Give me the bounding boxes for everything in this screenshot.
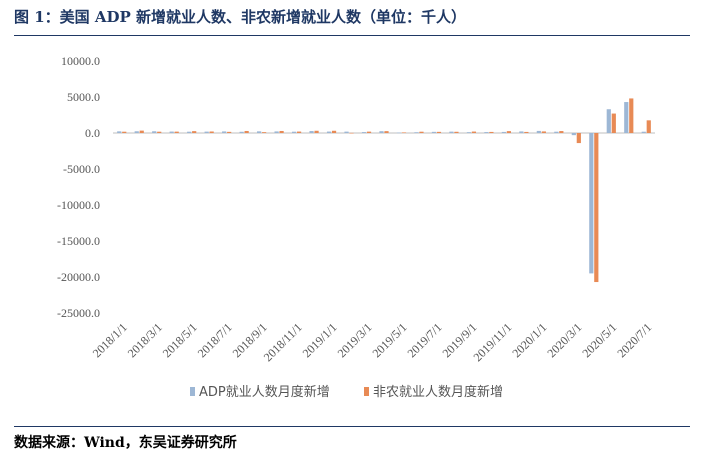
x-tick-label: 2020/5/1 (579, 320, 619, 360)
bar-nonfarm-2019-11-1 (506, 131, 511, 133)
bar-nonfarm-2019-5-1 (401, 132, 407, 134)
bar-nonfarm-2018-7-1 (227, 131, 232, 133)
figure-title: 图 1：美国 ADP 新增就业人数、非农新增就业人数（单位：千人） (14, 8, 467, 26)
bar-adp-2019-2-1 (344, 131, 349, 133)
bar-nonfarm-2020-4-1 (594, 133, 599, 283)
x-tick-label: 2019/11/1 (471, 320, 515, 364)
bar-adp-2019-5-1 (396, 132, 402, 134)
bar-adp-2018-1-1 (117, 131, 122, 133)
bar-adp-2020-7-1 (641, 131, 646, 133)
bar-nonfarm-2019-4-1 (384, 131, 389, 133)
y-tick-label: -20000.0 (57, 270, 100, 284)
x-tick-label: 2018/5/1 (160, 320, 200, 360)
title-rule (14, 35, 690, 36)
x-tick-label: 2018/11/1 (261, 320, 305, 364)
bar-nonfarm-2019-12-1 (524, 131, 529, 133)
bar-adp-2019-1-1 (326, 131, 332, 133)
bar-nonfarm-2019-6-1 (419, 131, 424, 133)
bar-nonfarm-2018-6-1 (209, 131, 214, 133)
x-tick-label: 2018/1/1 (90, 320, 130, 360)
y-tick-label: -5000.0 (63, 162, 100, 176)
bar-nonfarm-2019-3-1 (366, 131, 372, 133)
x-tick-label: 2020/3/1 (544, 320, 584, 360)
bar-chart: 10000.0 5000.0 0.0 -5000.0 -10000.0 -15000.0 -… (57, 54, 655, 400)
bar-adp-2018-11-1 (291, 131, 297, 133)
legend-label-adp: ADP就业人数月度新增 (199, 384, 330, 400)
bar-nonfarm-2019-8-1 (454, 131, 459, 133)
bar-nonfarm-2018-8-1 (244, 130, 249, 133)
bar-nonfarm-2020-7-1 (646, 120, 651, 133)
bar-nonfarm-2018-9-1 (262, 132, 267, 133)
bar-adp-2020-2-1 (554, 131, 559, 133)
bar-adp-2020-4-1 (589, 133, 594, 274)
x-tick-label: 2018/7/1 (195, 320, 235, 360)
legend-label-nonfarm: 非农就业人数月度新增 (373, 384, 503, 400)
bar-adp-2020-3-1 (571, 133, 576, 136)
bar-nonfarm-2019-9-1 (471, 131, 477, 133)
x-tick-label: 2019/7/1 (404, 320, 444, 360)
chart-bars (117, 98, 651, 283)
bar-adp-2019-11-1 (501, 131, 506, 133)
bar-nonfarm-2019-1-1 (331, 130, 337, 133)
bar-adp-2018-6-1 (204, 131, 209, 133)
bar-nonfarm-2018-12-1 (314, 130, 319, 133)
chart-legend: ADP就业人数月度新增 非农就业人数月度新增 (190, 384, 503, 400)
y-tick-label: 0.0 (85, 126, 100, 140)
bar-adp-2019-4-1 (379, 131, 384, 133)
bar-adp-2020-1-1 (536, 130, 541, 133)
bar-nonfarm-2018-3-1 (157, 131, 162, 133)
x-tick-label: 2018/3/1 (125, 320, 165, 360)
bar-nonfarm-2019-7-1 (436, 131, 442, 133)
x-axis-ticks: 2018/1/12018/3/12018/5/12018/7/12018/9/1… (90, 320, 655, 364)
bar-nonfarm-2020-6-1 (629, 98, 634, 133)
bar-nonfarm-2018-2-1 (139, 130, 144, 133)
x-tick-label: 2019/3/1 (335, 320, 375, 360)
bar-nonfarm-2018-1-1 (122, 131, 127, 133)
bar-adp-2018-8-1 (239, 131, 244, 133)
x-tick-label: 2020/1/1 (509, 320, 549, 360)
bar-adp-2019-3-1 (361, 132, 367, 133)
legend-swatch-adp (190, 387, 195, 396)
source-rule (14, 426, 690, 427)
bar-adp-2019-6-1 (414, 132, 419, 133)
y-tick-label: -25000.0 (57, 306, 100, 320)
bar-nonfarm-2020-5-1 (611, 113, 616, 133)
bar-adp-2018-2-1 (134, 131, 139, 133)
y-tick-label: -15000.0 (57, 234, 100, 248)
y-tick-label: -10000.0 (57, 198, 100, 212)
y-tick-label: 5000.0 (67, 90, 100, 104)
bar-adp-2020-5-1 (606, 109, 611, 133)
bar-adp-2018-9-1 (257, 131, 262, 133)
bar-nonfarm-2019-2-1 (349, 132, 354, 134)
y-axis-ticks: 10000.0 5000.0 0.0 -5000.0 -10000.0 -15000.0 -… (57, 54, 100, 320)
bar-nonfarm-2020-1-1 (541, 131, 546, 133)
bar-adp-2019-10-1 (484, 132, 489, 133)
bar-nonfarm-2020-2-1 (559, 131, 564, 133)
bar-adp-2018-7-1 (222, 131, 227, 133)
bar-adp-2018-4-1 (169, 131, 174, 133)
bar-nonfarm-2018-10-1 (279, 130, 284, 133)
bar-adp-2019-8-1 (449, 131, 454, 133)
bar-nonfarm-2019-10-1 (489, 131, 494, 133)
bar-adp-2019-7-1 (431, 131, 437, 133)
bar-adp-2020-6-1 (624, 102, 629, 133)
bar-nonfarm-2018-5-1 (192, 131, 197, 133)
bar-adp-2019-12-1 (519, 131, 524, 133)
bar-adp-2018-5-1 (187, 131, 192, 133)
bar-adp-2019-9-1 (466, 132, 472, 133)
bar-adp-2018-10-1 (274, 131, 279, 133)
legend-swatch-nonfarm (364, 387, 369, 396)
x-tick-label: 2019/1/1 (300, 320, 340, 360)
bar-nonfarm-2018-4-1 (174, 131, 179, 133)
bar-nonfarm-2018-11-1 (296, 131, 302, 133)
y-tick-label: 10000.0 (61, 54, 100, 68)
x-tick-label: 2019/5/1 (370, 320, 410, 360)
x-tick-label: 2020/7/1 (614, 320, 654, 360)
bar-nonfarm-2020-3-1 (576, 133, 581, 144)
data-source: 数据来源：Wind，东吴证券研究所 (14, 435, 237, 451)
bar-adp-2018-3-1 (152, 131, 157, 133)
bar-adp-2018-12-1 (309, 131, 314, 133)
